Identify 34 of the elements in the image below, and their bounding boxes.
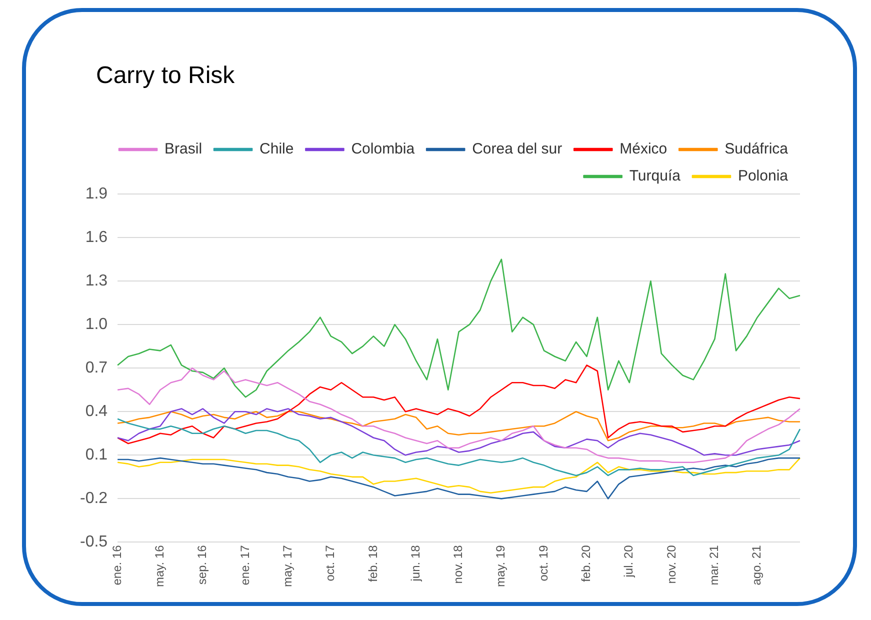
x-tick-label: mar. 21: [707, 544, 722, 586]
legend-label: Polonia: [738, 168, 789, 185]
y-tick-label: 0.1: [85, 446, 108, 464]
y-tick-label: 1.9: [85, 185, 108, 202]
legend-label: Chile: [260, 140, 294, 158]
x-tick-label: feb. 18: [366, 544, 380, 582]
legend-label: Turquía: [629, 168, 682, 185]
x-tick-label: may. 16: [152, 544, 167, 587]
legend-label: Colombia: [351, 140, 416, 158]
y-tick-label: 0.4: [85, 403, 108, 420]
x-tick-label: jul. 20: [622, 544, 636, 578]
y-tick-label: 1.3: [85, 272, 108, 290]
x-tick-label: nov. 20: [664, 544, 678, 584]
legend-label: México: [620, 140, 668, 158]
y-tick-label: 0.7: [85, 360, 108, 377]
y-tick-label: -0.2: [80, 490, 108, 508]
x-tick-label: ene. 17: [238, 544, 252, 586]
x-tick-label: oct. 19: [536, 544, 550, 582]
y-tick-label: 1.0: [85, 316, 108, 333]
y-tick-label: -0.5: [80, 534, 108, 551]
x-tick-label: jun. 18: [408, 544, 422, 582]
x-tick-label: feb. 20: [579, 544, 594, 582]
x-tick-label: ago. 21: [750, 544, 764, 586]
chart-title: Carry to Risk: [96, 62, 235, 90]
x-tick-label: may. 17: [280, 544, 294, 587]
x-tick-label: nov. 18: [451, 544, 466, 584]
legend-label: Corea del sur: [472, 140, 562, 158]
x-tick-label: may. 19: [494, 544, 508, 587]
legend-label: Sudáfrica: [724, 140, 789, 158]
x-tick-label: sep. 16: [195, 544, 210, 585]
x-tick-label: ene. 16: [110, 544, 124, 586]
legend-label: Brasil: [164, 140, 202, 158]
y-tick-label: 1.6: [85, 228, 108, 246]
x-tick-label: oct. 17: [323, 544, 338, 582]
